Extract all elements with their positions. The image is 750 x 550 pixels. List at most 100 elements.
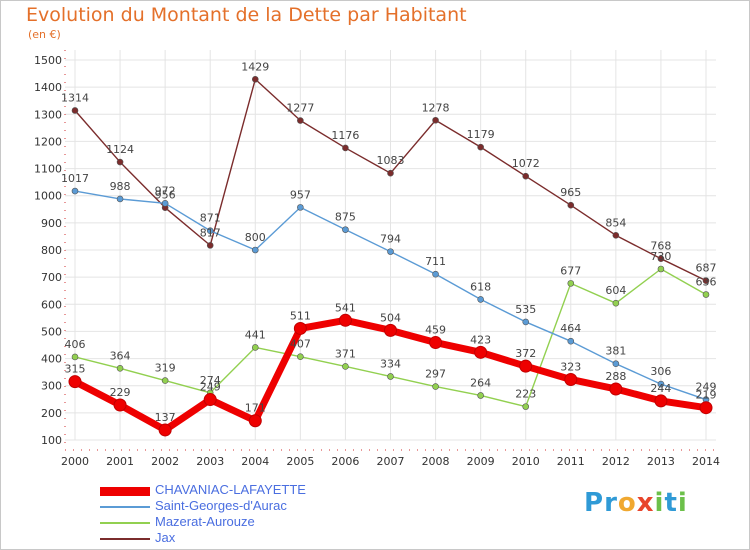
data-label-saint-georges-d-aurac: 794 [380, 233, 401, 246]
data-label-mazerat-aurouze: 730 [650, 250, 671, 263]
x-tick-label: 2012 [602, 455, 630, 468]
x-tick-label: 2013 [647, 455, 675, 468]
data-point-chavaniac-lafayette [203, 393, 217, 407]
legend-item: Saint-Georges-d'Aurac [100, 498, 380, 516]
y-tick-label: 800 [41, 244, 62, 257]
data-point-mazerat-aurouze [251, 344, 259, 351]
data-label-jax: 1072 [512, 157, 540, 170]
data-point-jax [657, 255, 665, 262]
data-label-chavaniac-lafayette: 459 [425, 324, 446, 337]
data-label-mazerat-aurouze: 636 [696, 276, 717, 289]
data-label-chavaniac-lafayette: 137 [155, 411, 176, 424]
data-label-jax: 817 [200, 226, 221, 239]
data-label-mazerat-aurouze: 334 [380, 357, 401, 370]
data-point-saint-georges-d-aurac [612, 360, 620, 368]
data-label-chavaniac-lafayette: 219 [696, 389, 717, 402]
data-label-saint-georges-d-aurac: 988 [110, 180, 131, 193]
data-label-chavaniac-lafayette: 511 [290, 309, 311, 322]
data-label-jax: 687 [696, 262, 717, 275]
data-point-saint-georges-d-aurac [206, 227, 214, 235]
x-tick-label: 2001 [106, 455, 134, 468]
data-label-saint-georges-d-aurac: 618 [470, 280, 491, 293]
data-point-jax [251, 75, 259, 83]
data-label-jax: 854 [605, 216, 626, 229]
data-point-chavaniac-lafayette [474, 345, 488, 359]
data-label-mazerat-aurouze: 406 [65, 338, 86, 351]
data-label-saint-georges-d-aurac: 957 [290, 188, 311, 201]
data-point-chavaniac-lafayette [68, 375, 82, 389]
legend-item: Jax [100, 530, 380, 548]
data-label-jax: 1429 [241, 60, 269, 73]
legend-swatch [100, 538, 150, 540]
data-label-saint-georges-d-aurac: 535 [515, 303, 536, 316]
data-point-chavaniac-lafayette [654, 394, 668, 408]
data-point-chavaniac-lafayette [113, 398, 127, 412]
data-label-chavaniac-lafayette: 372 [515, 347, 536, 360]
data-point-mazerat-aurouze [477, 392, 484, 399]
proxiti-logo: Proxiti [584, 488, 688, 518]
data-point-chavaniac-lafayette [158, 423, 172, 437]
data-point-chavaniac-lafayette [564, 372, 578, 386]
data-point-mazerat-aurouze [657, 265, 665, 273]
data-label-jax: 768 [650, 240, 671, 253]
data-point-saint-georges-d-aurac [116, 195, 124, 203]
legend-label: CHAVANIAC-LAFAYETTE [155, 482, 306, 497]
data-point-chavaniac-lafayette [519, 359, 533, 373]
data-point-mazerat-aurouze [432, 383, 439, 390]
data-label-saint-georges-d-aurac: 1017 [61, 172, 89, 185]
data-point-saint-georges-d-aurac [251, 246, 259, 254]
data-label-mazerat-aurouze: 223 [515, 388, 536, 401]
data-point-saint-georges-d-aurac [71, 187, 79, 195]
x-tick-label: 2004 [241, 455, 269, 468]
legend-label: Mazerat-Aurouze [155, 514, 255, 529]
data-label-chavaniac-lafayette: 288 [605, 370, 626, 383]
legend-swatch [100, 486, 150, 496]
data-label-chavaniac-lafayette: 229 [110, 386, 131, 399]
data-label-jax: 1278 [422, 101, 450, 114]
y-tick-label: 1400 [34, 81, 62, 94]
data-label-chavaniac-lafayette: 323 [560, 360, 581, 373]
data-label-saint-georges-d-aurac: 800 [245, 231, 266, 244]
data-label-saint-georges-d-aurac: 464 [560, 322, 581, 335]
data-point-saint-georges-d-aurac [522, 318, 530, 326]
data-label-jax: 956 [155, 189, 176, 202]
data-label-jax: 965 [560, 186, 581, 199]
y-tick-label: 300 [41, 380, 62, 393]
data-point-saint-georges-d-aurac [477, 296, 484, 303]
data-label-mazerat-aurouze: 371 [335, 347, 356, 360]
data-point-chavaniac-lafayette [384, 323, 397, 337]
data-label-chavaniac-lafayette: 541 [335, 301, 356, 314]
y-tick-label: 1500 [34, 54, 62, 67]
data-label-saint-georges-d-aurac: 306 [650, 365, 671, 378]
data-point-mazerat-aurouze [71, 353, 79, 361]
data-label-chavaniac-lafayette: 171 [245, 402, 266, 415]
data-label-saint-georges-d-aurac: 249 [696, 381, 717, 394]
data-label-chavaniac-lafayette: 423 [470, 333, 491, 346]
data-point-mazerat-aurouze [161, 377, 169, 384]
x-tick-label: 2007 [377, 455, 405, 468]
data-point-jax [432, 116, 439, 124]
y-tick-label: 500 [41, 325, 62, 338]
data-point-jax [567, 201, 575, 209]
y-tick-label: 200 [41, 407, 62, 420]
data-label-mazerat-aurouze: 407 [290, 338, 311, 351]
data-label-jax: 1083 [377, 154, 405, 167]
data-point-jax [342, 144, 349, 152]
y-tick-label: 1200 [34, 135, 62, 148]
x-tick-label: 2009 [467, 455, 495, 468]
y-tick-label: 100 [41, 434, 62, 447]
data-point-mazerat-aurouze [567, 280, 575, 287]
data-point-jax [477, 143, 484, 151]
line-chart: 100 200 300 400 500 600 700 800 900 1000 1100 1200 1… [34, 50, 720, 468]
data-point-jax [206, 242, 214, 249]
y-tick-label: 1100 [34, 163, 62, 176]
data-point-saint-georges-d-aurac [342, 226, 349, 233]
data-label-mazerat-aurouze: 319 [155, 362, 176, 375]
data-point-jax [297, 117, 304, 124]
data-point-chavaniac-lafayette [609, 382, 623, 396]
data-label-saint-georges-d-aurac: 972 [155, 184, 176, 197]
data-point-mazerat-aurouze [522, 403, 530, 410]
data-label-mazerat-aurouze: 677 [560, 264, 581, 277]
data-label-mazerat-aurouze: 364 [110, 349, 131, 362]
data-label-saint-georges-d-aurac: 875 [335, 211, 356, 224]
